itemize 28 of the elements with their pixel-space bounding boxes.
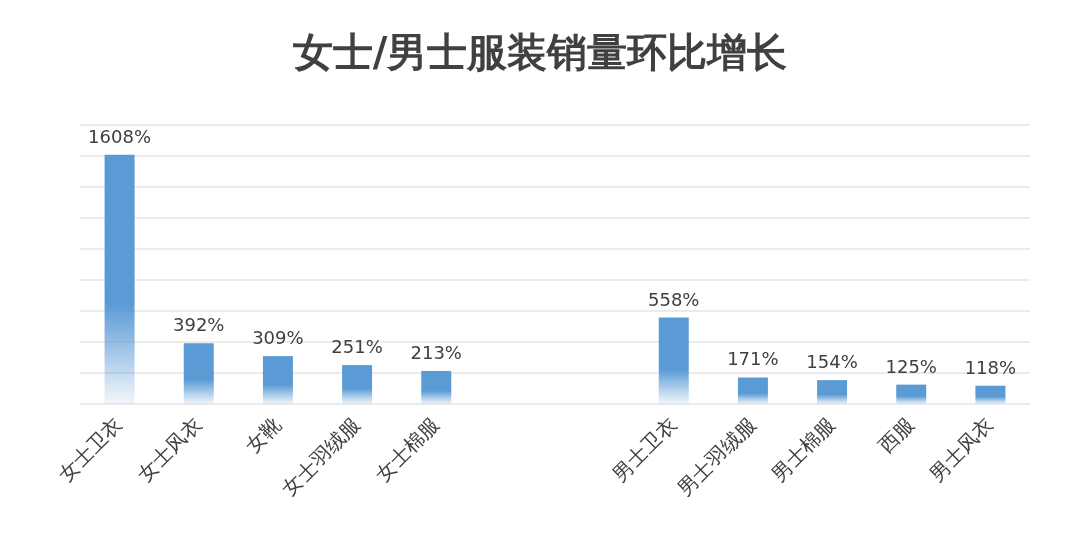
- data-label: 392%: [173, 314, 225, 336]
- bar: [104, 154, 135, 404]
- bar: [896, 384, 927, 404]
- x-tick-label: 女靴: [240, 412, 286, 458]
- bar: [342, 365, 373, 404]
- bar: [658, 317, 689, 404]
- bar: [737, 377, 768, 404]
- data-label: 125%: [885, 355, 937, 377]
- bar: [183, 343, 214, 404]
- data-label: 309%: [252, 327, 304, 349]
- x-tick-label: 女士棉服: [370, 412, 444, 487]
- data-label: 558%: [648, 288, 700, 310]
- bar: [262, 356, 293, 404]
- x-tick-label: 西服: [873, 412, 919, 458]
- x-tick-label: 女士风衣: [132, 412, 207, 487]
- x-tick-label: 男士风衣: [924, 412, 998, 487]
- data-label: 251%: [331, 336, 383, 358]
- data-label: 154%: [806, 351, 858, 373]
- bar: [817, 380, 848, 404]
- chart-title: 女士/男士服装销量环比增长: [292, 29, 788, 75]
- data-label: 213%: [410, 341, 462, 363]
- bar: [421, 370, 452, 404]
- data-label: 1608%: [88, 125, 152, 147]
- data-label: 171%: [727, 348, 779, 370]
- x-tick-label: 男士棉服: [766, 412, 840, 487]
- data-label: 118%: [964, 356, 1017, 378]
- x-tick-label: 女士卫衣: [53, 412, 128, 487]
- bar: [975, 385, 1006, 404]
